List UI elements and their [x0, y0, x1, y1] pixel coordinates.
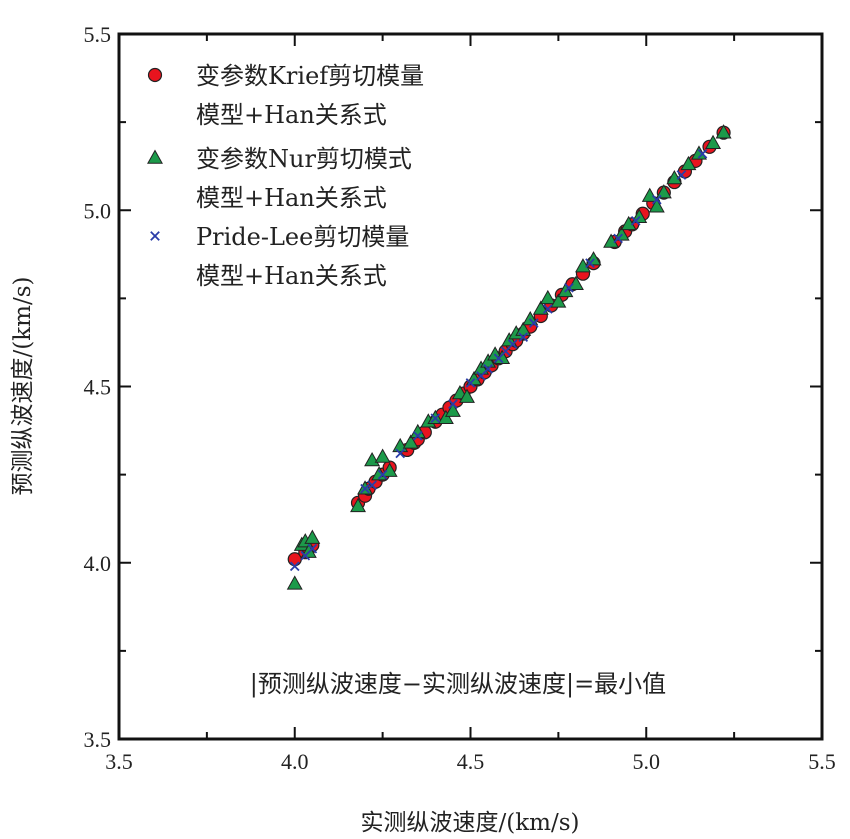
data-point — [539, 289, 556, 305]
data-point — [697, 149, 708, 159]
data-point — [493, 353, 504, 364]
x-tick-label: 5.0 — [633, 749, 661, 774]
data-point — [473, 360, 490, 375]
y-tick-label: 5.0 — [84, 198, 112, 223]
data-point — [550, 293, 567, 308]
data-point — [676, 170, 687, 180]
x-tick-label: 3.5 — [105, 749, 133, 774]
data-point — [476, 371, 486, 381]
x-tick-label: 4.0 — [281, 749, 309, 774]
data-point — [412, 431, 423, 441]
y-tick-label: 4.0 — [84, 551, 112, 576]
y-tick-label: 5.5 — [84, 22, 112, 47]
legend-label: 变参数Krief剪切模量 — [196, 62, 424, 90]
legend-label: 模型+Han关系式 — [196, 262, 387, 290]
x-tick-label: 4.5 — [457, 749, 485, 774]
data-point — [459, 388, 475, 403]
data-point — [651, 194, 662, 205]
data-point — [300, 550, 311, 561]
legend-label: 模型+Han关系式 — [196, 184, 387, 212]
data-points — [286, 124, 732, 590]
data-point — [480, 353, 497, 368]
data-point — [448, 399, 458, 409]
data-point — [437, 409, 454, 424]
data-point — [613, 233, 623, 244]
data-point — [705, 134, 722, 150]
legend: 变参数Krief剪切模量模型+Han关系式变参数Nur剪切模式模型+Han关系式… — [147, 62, 424, 290]
y-axis-title: 预测纵波速度/(km/s) — [10, 277, 36, 496]
data-point — [564, 282, 574, 293]
legend-marker — [147, 67, 163, 83]
data-point — [641, 187, 658, 202]
data-point — [286, 575, 303, 590]
y-tick-label: 4.5 — [84, 375, 112, 400]
data-point — [585, 258, 595, 268]
data-point — [444, 402, 461, 417]
data-point — [350, 497, 366, 513]
data-point — [648, 198, 665, 213]
data-point — [518, 332, 529, 342]
data-point — [483, 364, 493, 374]
data-point — [532, 300, 549, 315]
legend-label: Pride-Lee剪切模量 — [196, 223, 409, 251]
data-point — [374, 448, 391, 463]
axis-tick-labels: 3.5 4.0 4.5 5.0 5.5 3.5 4.0 4.5 5.0 5.5 — [84, 22, 836, 774]
x-tick-label: 5.5 — [808, 749, 836, 774]
data-point — [395, 448, 406, 459]
data-point — [307, 543, 318, 554]
data-point — [680, 155, 697, 171]
y-tick-label: 3.5 — [84, 727, 112, 752]
data-point — [367, 480, 377, 491]
annotation-text: |预测纵波速度−实测纵波速度|=最小值 — [250, 670, 666, 699]
series-2 — [286, 124, 732, 590]
data-point — [515, 321, 532, 336]
data-point — [630, 215, 641, 226]
data-point — [542, 304, 553, 314]
data-point — [507, 339, 518, 350]
data-point — [430, 413, 441, 424]
data-point — [655, 184, 672, 199]
data-point — [465, 378, 476, 388]
legend-marker — [147, 149, 163, 164]
x-axis-title: 实测纵波速度/(km/s) — [361, 810, 580, 836]
data-point — [402, 434, 419, 449]
series-3 — [289, 149, 708, 572]
data-point — [715, 124, 732, 139]
axis-ticks — [118, 33, 823, 740]
data-point — [377, 469, 388, 480]
data-point — [528, 318, 539, 328]
data-point — [360, 483, 370, 494]
data-point — [289, 561, 300, 572]
legend-label: 模型+Han关系式 — [196, 101, 387, 129]
legend-label: 变参数Nur剪切模式 — [196, 145, 412, 173]
legend-marker — [150, 231, 160, 241]
data-point — [304, 529, 321, 544]
data-point — [500, 346, 511, 357]
